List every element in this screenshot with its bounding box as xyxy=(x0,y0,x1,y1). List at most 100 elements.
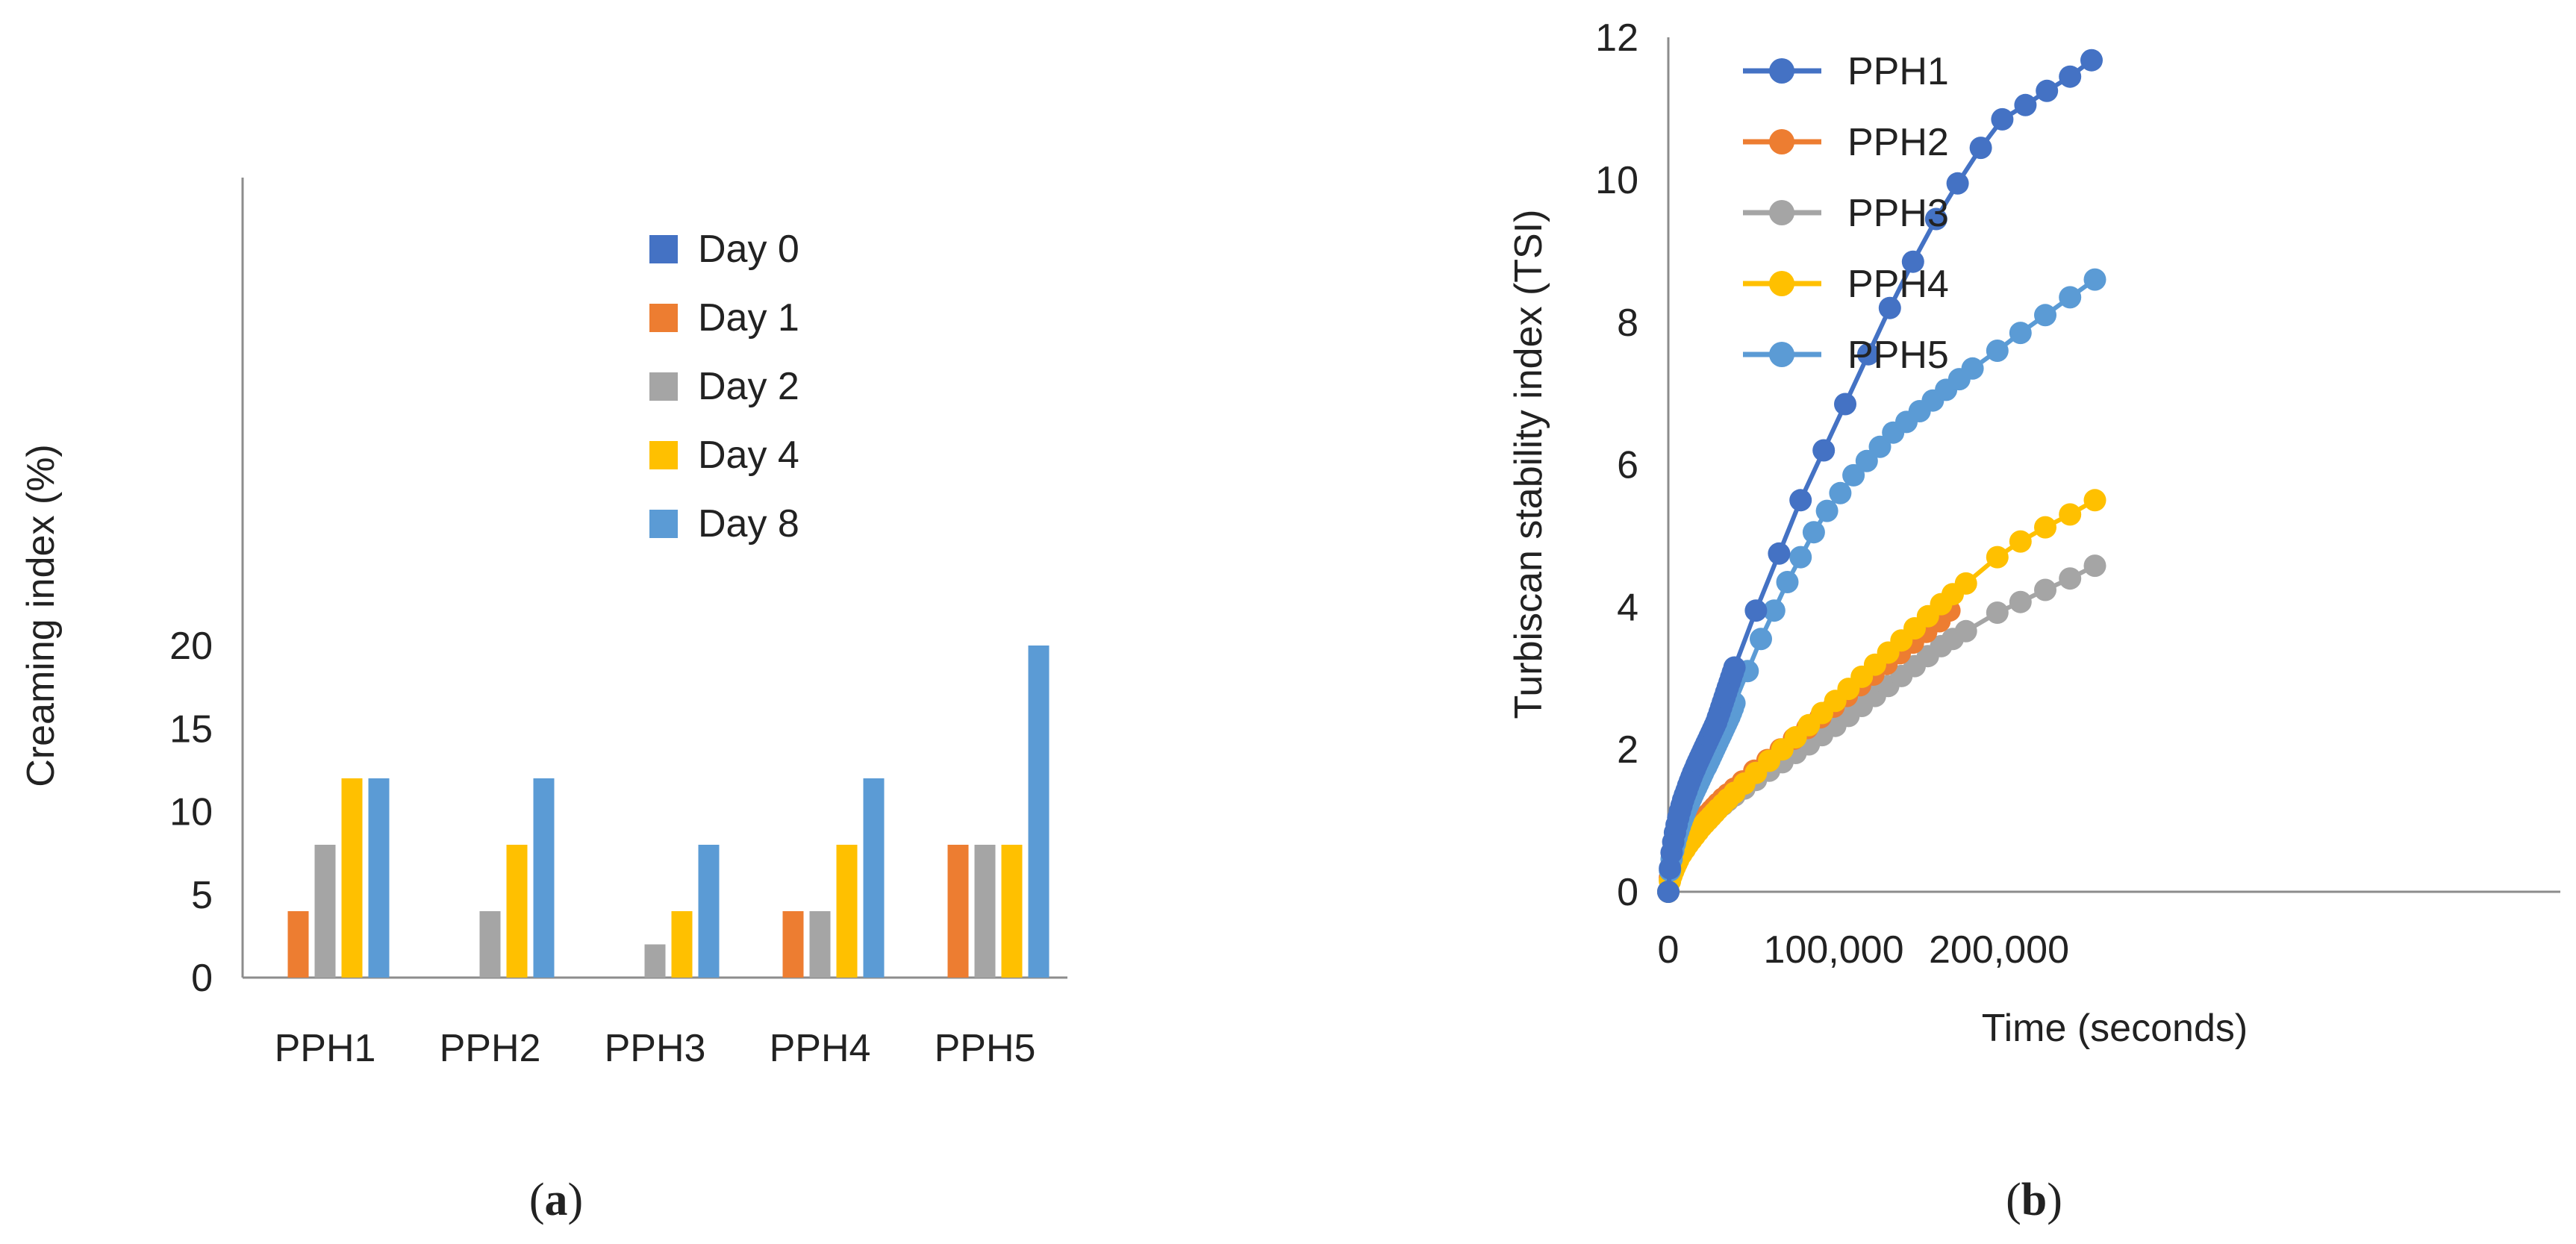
bar-chart-y-tick-5: 5 xyxy=(191,874,213,917)
point-pph1-41 xyxy=(1744,599,1768,622)
legend-label-day-8: Day 8 xyxy=(698,502,799,546)
bar-pph3-day-8 xyxy=(698,845,720,978)
point-pph4-41 xyxy=(2009,530,2032,553)
point-pph5-50 xyxy=(1855,449,1878,472)
line-chart-y-tick-labels: 0 2 4 6 8 10 12 xyxy=(1595,16,1638,914)
legend-label-pph5: PPH5 xyxy=(1847,334,1949,377)
legend-marker-pph3 xyxy=(1769,200,1794,225)
point-pph5-43 xyxy=(1762,599,1786,622)
bar-chart-y-tick-labels: 0 5 10 15 20 xyxy=(169,625,213,1000)
bar-chart-bars xyxy=(287,646,1050,978)
line-chart-y-tick-2: 2 xyxy=(1617,728,1638,772)
point-pph5-51 xyxy=(1868,435,1892,458)
legend-swatch-day-1 xyxy=(649,304,678,332)
point-pph3-43 xyxy=(2059,567,2082,590)
point-pph1-52 xyxy=(1991,107,2014,131)
bar-chart-y-tick-0: 0 xyxy=(191,957,213,1000)
point-pph3-44 xyxy=(2083,554,2106,578)
line-chart-y-tick-0: 0 xyxy=(1617,871,1638,914)
bar-pph4-day-8 xyxy=(863,778,885,978)
point-pph5-45 xyxy=(1789,546,1812,569)
legend-marker-pph4 xyxy=(1769,271,1794,296)
bar-chart-y-axis-label: Creaming index (%) xyxy=(19,444,63,787)
point-pph3-42 xyxy=(2034,578,2056,601)
point-pph3-41 xyxy=(2009,590,2032,613)
line-chart-x-axis-label: Time (seconds) xyxy=(1982,1007,2248,1050)
point-pph1-43 xyxy=(1789,489,1812,512)
bar-pph2-day-4 xyxy=(506,845,528,978)
point-pph5-59 xyxy=(1986,340,2009,362)
point-pph5-46 xyxy=(1802,521,1825,544)
point-pph5-60 xyxy=(2009,322,2032,345)
line-chart-x-tick-0: 0 xyxy=(1658,928,1680,972)
point-pph4-44 xyxy=(2083,489,2106,512)
panel-a-label: (a) xyxy=(529,1175,583,1225)
line-chart-y-tick-12: 12 xyxy=(1595,16,1638,60)
legend-label-day-4: Day 4 xyxy=(698,434,799,477)
legend-label-day-2: Day 2 xyxy=(698,365,799,408)
point-pph4-43 xyxy=(2059,503,2082,526)
point-pph5-42 xyxy=(1750,628,1772,651)
point-pph1-48 xyxy=(1901,250,1924,273)
point-pph4-40 xyxy=(1986,546,2009,569)
bar-pph2-day-2 xyxy=(479,911,501,978)
line-chart-y-axis-label: Turbiscan stability index (TSI) xyxy=(1507,210,1550,719)
point-pph3-40 xyxy=(1986,601,2009,624)
point-pph1-0 xyxy=(1657,881,1680,903)
bar-pph4-day-2 xyxy=(809,911,831,978)
legend-label-pph1: PPH1 xyxy=(1847,50,1949,93)
bar-pph4-day-1 xyxy=(782,911,804,978)
bar-pph1-day-2 xyxy=(314,845,336,978)
bar-chart-y-tick-20: 20 xyxy=(169,625,213,668)
bar-chart-y-tick-10: 10 xyxy=(169,791,213,834)
point-pph1-51 xyxy=(1969,137,1992,160)
panel-a-bar-chart: 0 5 10 15 20 PPH1 PPH2 PPH3 PPH4 PPH5 Creaming i… xyxy=(19,178,1067,1225)
point-pph5-62 xyxy=(2059,286,2082,309)
legend-marker-pph1 xyxy=(1769,58,1794,84)
line-chart-y-tick-10: 10 xyxy=(1595,159,1638,202)
legend-label-pph2: PPH2 xyxy=(1847,121,1949,164)
line-chart-y-tick-8: 8 xyxy=(1617,301,1638,345)
point-pph1-55 xyxy=(2059,65,2082,88)
series-pph1 xyxy=(1657,49,2103,903)
point-pph1-50 xyxy=(1946,172,1969,195)
point-pph4-42 xyxy=(2034,516,2056,539)
legend-swatch-day-0 xyxy=(649,235,678,263)
legend-swatch-day-2 xyxy=(649,372,678,401)
bar-chart-legend: Day 0 Day 1 Day 2 Day 4 Day 8 xyxy=(649,228,799,546)
point-pph5-58 xyxy=(1961,357,1984,380)
legend-label-pph4: PPH4 xyxy=(1847,263,1949,306)
panel-b-line-chart: 0 2 4 6 8 10 12 0 100,000 200,000 Time (seconds)… xyxy=(1507,16,2560,1225)
point-pph1-54 xyxy=(2036,79,2059,102)
bar-pph1-day-8 xyxy=(368,778,390,978)
legend-label-day-1: Day 1 xyxy=(698,296,799,340)
point-pph5-48 xyxy=(1829,481,1852,504)
bar-pph1-day-1 xyxy=(287,911,309,978)
bar-chart-x-tick-pph5: PPH5 xyxy=(935,1027,1036,1070)
bar-chart-x-tick-labels: PPH1 PPH2 PPH3 PPH4 PPH5 xyxy=(275,1027,1036,1070)
line-chart-legend: PPH1 PPH2 PPH3 PPH4 PPH5 xyxy=(1743,50,1949,377)
point-pph1-56 xyxy=(2080,49,2103,72)
bar-chart-x-tick-pph1: PPH1 xyxy=(275,1027,376,1070)
bar-pph2-day-8 xyxy=(533,778,555,978)
bar-pph4-day-4 xyxy=(836,845,858,978)
line-pph1 xyxy=(1666,58,2093,893)
bar-chart-x-tick-pph4: PPH4 xyxy=(770,1027,871,1070)
point-pph1-49 xyxy=(1924,207,1947,231)
bar-pph3-day-2 xyxy=(644,944,666,978)
line-chart-x-tick-1: 100,000 xyxy=(1764,928,1904,972)
point-pph5-63 xyxy=(2083,268,2106,291)
point-pph5-47 xyxy=(1815,499,1839,522)
legend-label-pph3: PPH3 xyxy=(1847,192,1949,235)
bar-pph1-day-4 xyxy=(341,778,363,978)
line-chart-y-tick-4: 4 xyxy=(1617,586,1638,629)
point-pph1-47 xyxy=(1878,296,1901,319)
point-pph1-44 xyxy=(1812,439,1836,462)
point-pph1-53 xyxy=(2014,93,2037,116)
point-pph4-39 xyxy=(1954,572,1977,595)
bar-pph5-day-1 xyxy=(947,845,969,978)
legend-swatch-day-8 xyxy=(649,510,678,538)
point-pph1-45 xyxy=(1834,393,1856,416)
